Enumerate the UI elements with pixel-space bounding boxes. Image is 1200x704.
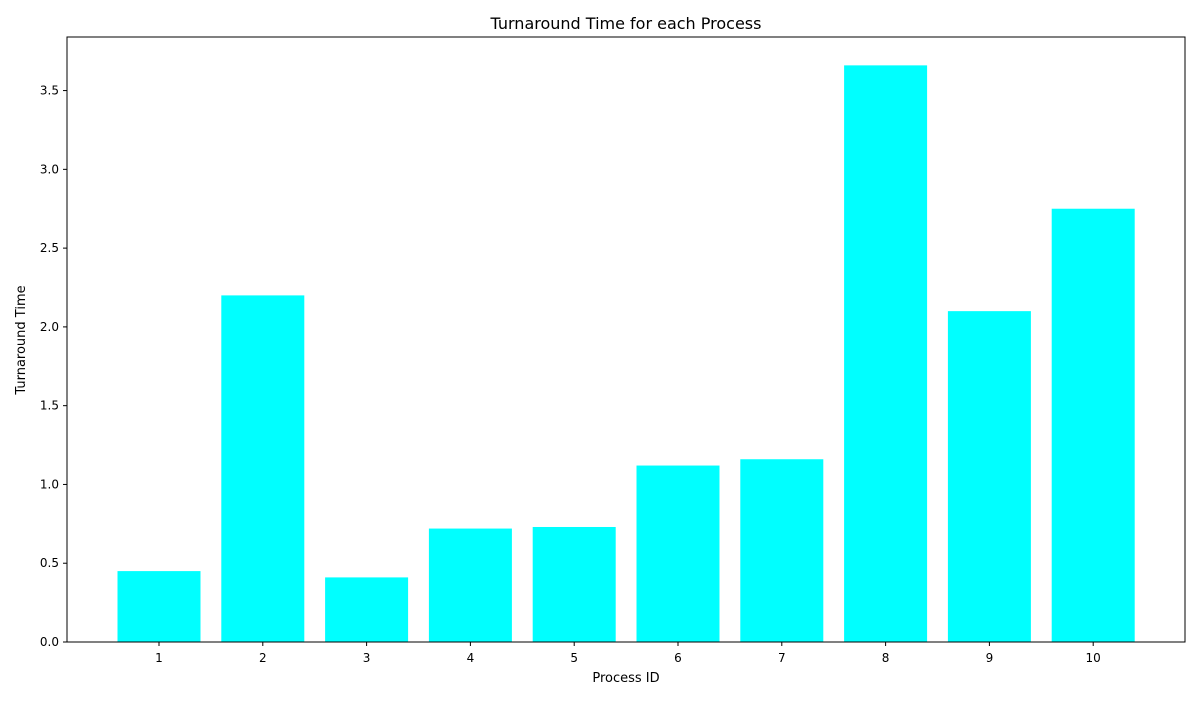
x-ticks-group: 1 2 3 4 5 6 7 8 9 10 <box>155 642 1101 665</box>
x-tick-label: 9 <box>986 651 994 665</box>
x-tick-label: 8 <box>882 651 890 665</box>
plot-frame <box>66 36 1186 643</box>
y-tick-label: 0.5 <box>40 556 59 570</box>
x-tick-label: 1 <box>155 651 163 665</box>
y-ticks-group: 0.0 0.5 1.0 1.5 2.0 2.5 3.0 3.5 <box>40 84 67 649</box>
x-tick-label: 6 <box>674 651 682 665</box>
x-tick-label: 5 <box>570 651 578 665</box>
bar-process-10 <box>1051 208 1135 643</box>
y-tick-label: 3.5 <box>40 84 59 98</box>
bar-process-6 <box>636 465 720 642</box>
bar-process-8 <box>844 65 928 643</box>
x-tick-label: 10 <box>1086 651 1101 665</box>
bar-process-5 <box>532 526 616 642</box>
chart-title: Turnaround Time for each Process <box>490 14 762 33</box>
bar-process-1 <box>117 571 201 642</box>
y-tick-label: 3.0 <box>40 162 59 176</box>
bar-process-7 <box>740 459 824 642</box>
bar-process-9 <box>947 311 1031 642</box>
x-tick-label: 3 <box>363 651 371 665</box>
y-tick-label: 1.5 <box>40 399 59 413</box>
bar-process-2 <box>221 295 305 642</box>
bars-group <box>117 65 1135 643</box>
y-tick-label: 2.5 <box>40 241 59 255</box>
bar-process-3 <box>325 577 409 642</box>
x-axis-label: Process ID <box>592 671 659 686</box>
x-tick-label: 4 <box>467 651 475 665</box>
bar-process-4 <box>428 528 512 642</box>
y-tick-label: 2.0 <box>40 320 59 334</box>
x-tick-label: 2 <box>259 651 267 665</box>
y-tick-label: 0.0 <box>40 635 59 649</box>
y-tick-label: 1.0 <box>40 477 59 491</box>
y-axis-label: Turnaround Time <box>14 285 29 395</box>
x-tick-label: 7 <box>778 651 786 665</box>
